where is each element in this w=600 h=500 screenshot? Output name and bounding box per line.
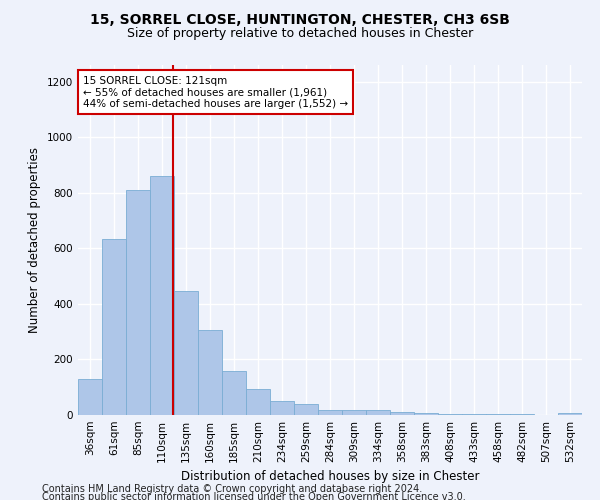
Bar [126,190,150,415]
Bar [174,292,198,415]
Bar [318,410,342,415]
Y-axis label: Number of detached properties: Number of detached properties [28,147,41,333]
Bar [438,414,462,415]
Bar [390,412,414,415]
Bar [270,401,294,415]
Text: 15 SORREL CLOSE: 121sqm
← 55% of detached houses are smaller (1,961)
44% of semi: 15 SORREL CLOSE: 121sqm ← 55% of detache… [83,76,348,108]
Bar [246,388,270,415]
Bar [366,410,390,415]
Text: Contains public sector information licensed under the Open Government Licence v3: Contains public sector information licen… [42,492,466,500]
Bar [486,414,510,415]
Bar [558,413,582,415]
Bar [102,238,126,415]
Text: 15, SORREL CLOSE, HUNTINGTON, CHESTER, CH3 6SB: 15, SORREL CLOSE, HUNTINGTON, CHESTER, C… [90,12,510,26]
Bar [198,330,222,415]
X-axis label: Distribution of detached houses by size in Chester: Distribution of detached houses by size … [181,470,479,484]
Bar [78,379,102,415]
Bar [414,413,438,415]
Text: Size of property relative to detached houses in Chester: Size of property relative to detached ho… [127,28,473,40]
Bar [222,371,246,415]
Text: Contains HM Land Registry data © Crown copyright and database right 2024.: Contains HM Land Registry data © Crown c… [42,484,422,494]
Bar [462,414,486,415]
Bar [342,410,366,415]
Bar [150,176,174,415]
Bar [510,414,534,415]
Bar [294,404,318,415]
